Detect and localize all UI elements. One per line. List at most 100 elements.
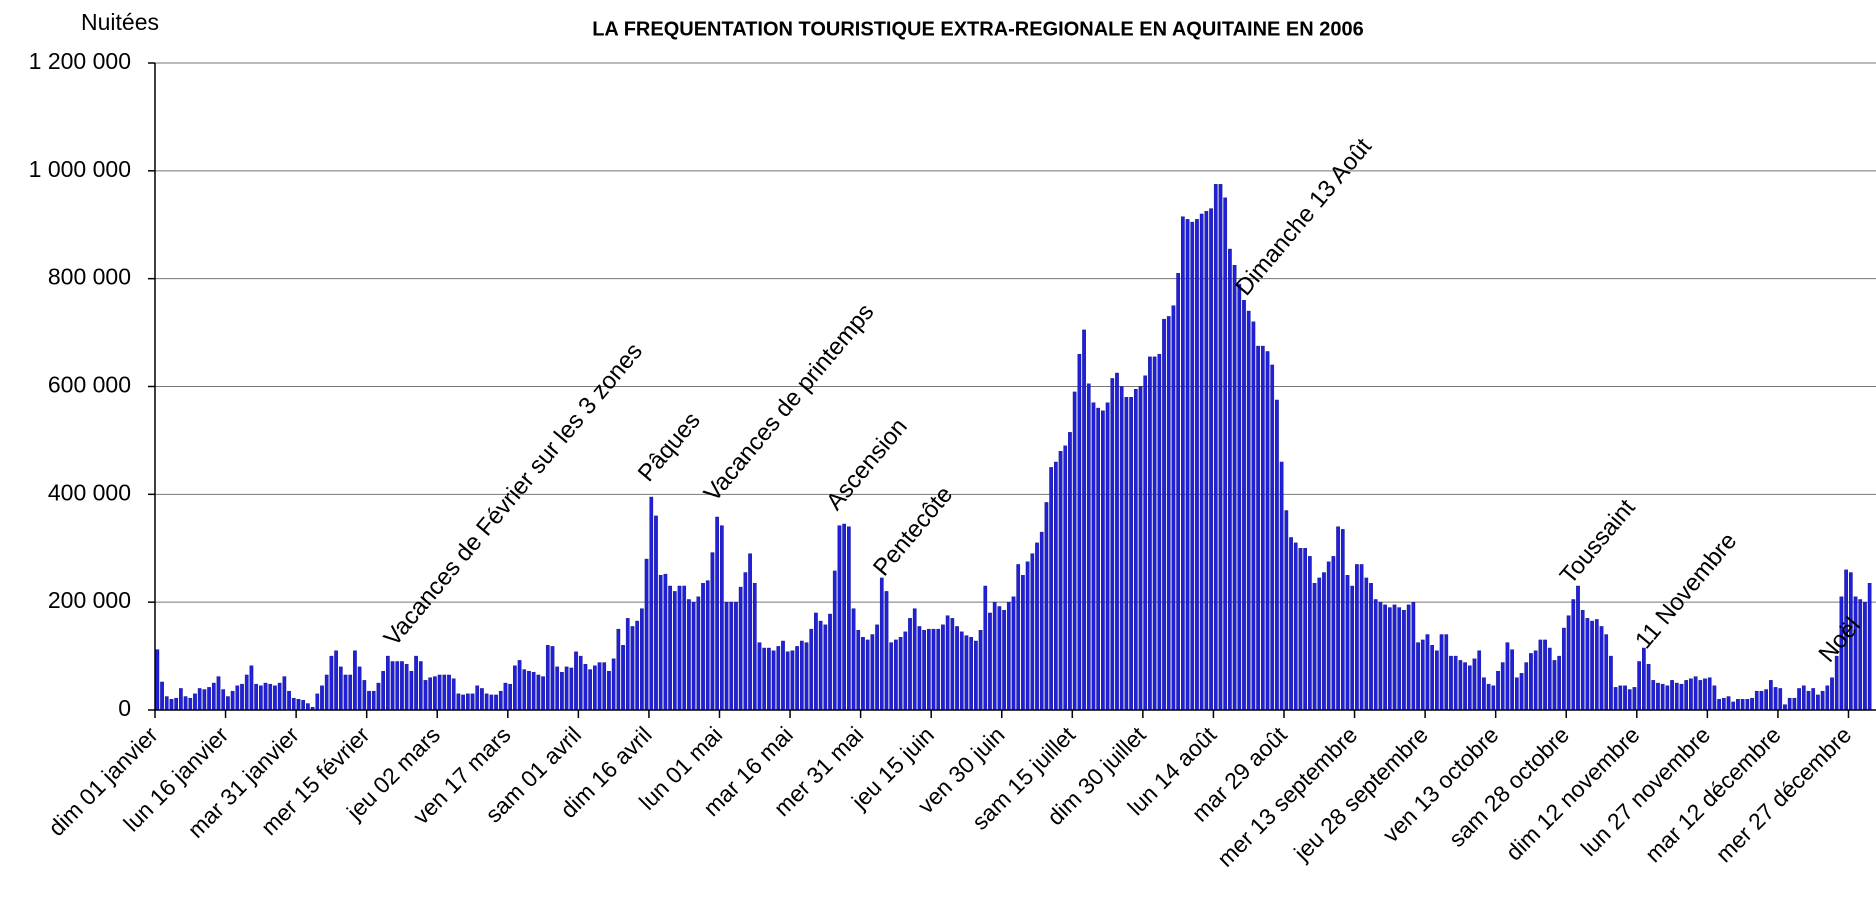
bar (1350, 585, 1355, 711)
bar (1477, 650, 1482, 711)
bar (1378, 601, 1383, 711)
bar (1265, 351, 1270, 711)
bar (277, 682, 282, 711)
bar (997, 606, 1002, 711)
bar (903, 631, 908, 711)
y-axis-label: Nuitées (81, 9, 159, 35)
bar (1726, 696, 1731, 711)
bar (306, 703, 310, 711)
bar (564, 666, 569, 711)
bar (1787, 697, 1792, 711)
bar (1590, 620, 1594, 711)
bar (926, 628, 931, 711)
bar (950, 618, 955, 711)
bar (301, 700, 306, 711)
bar (254, 683, 258, 711)
bar (414, 655, 418, 711)
bar (1486, 683, 1491, 711)
bar (1529, 653, 1533, 711)
bar (1863, 601, 1867, 711)
bar (1199, 213, 1204, 711)
bar (475, 685, 480, 711)
bar (1792, 697, 1797, 711)
bar (1820, 690, 1825, 711)
y-tick-label: 1 000 000 (29, 156, 131, 182)
bar (1176, 273, 1180, 711)
bar (1684, 680, 1689, 711)
bar (1759, 690, 1764, 711)
bar (1858, 599, 1863, 711)
bar (494, 694, 498, 711)
bar (409, 670, 414, 711)
bar (498, 690, 503, 711)
bar (1543, 639, 1547, 711)
bar (1166, 316, 1171, 711)
bar (456, 693, 461, 711)
bar (1439, 634, 1444, 711)
bar (1703, 678, 1707, 711)
bar (353, 650, 357, 711)
bar (1209, 208, 1213, 711)
bar (1656, 682, 1660, 711)
bar (1425, 634, 1430, 711)
bar (879, 577, 884, 711)
bar (654, 515, 658, 711)
bar (296, 699, 301, 711)
bar (1355, 564, 1359, 711)
bar (348, 674, 353, 711)
bar (969, 637, 974, 711)
bar (1467, 665, 1472, 711)
bar (1712, 685, 1717, 711)
bar (1458, 660, 1463, 711)
bar (814, 612, 818, 711)
bar (1707, 677, 1712, 711)
bar (1604, 634, 1609, 711)
bar (1745, 699, 1750, 711)
bar (588, 669, 592, 711)
bar (1651, 680, 1656, 711)
bar (1383, 604, 1387, 711)
bar (221, 689, 226, 711)
bar (1406, 604, 1411, 711)
bar (578, 655, 583, 711)
bar (324, 674, 329, 711)
bar (1698, 680, 1703, 711)
bar (1420, 639, 1425, 711)
bar (1825, 685, 1830, 711)
bar (715, 516, 719, 711)
bar (922, 630, 926, 711)
bar (395, 661, 400, 711)
bar (179, 688, 183, 711)
bar (367, 690, 371, 711)
bar (955, 626, 959, 711)
bar (1232, 264, 1237, 711)
bar (1063, 445, 1068, 711)
bar (837, 525, 842, 711)
bar (672, 591, 677, 711)
bar (1816, 694, 1820, 711)
bar (211, 682, 216, 711)
bar (724, 601, 729, 711)
bar (522, 669, 527, 711)
bar (480, 688, 484, 711)
bar (625, 618, 630, 711)
bar (974, 640, 978, 711)
bar (513, 665, 517, 711)
bar (376, 682, 381, 711)
annotation: 11 Novembre (1630, 528, 1742, 654)
bar (1519, 673, 1524, 711)
bar (583, 663, 588, 711)
annotation: Pâques (633, 407, 706, 487)
bar (451, 678, 456, 711)
bar (1053, 461, 1058, 711)
bar (282, 676, 287, 711)
bar (1397, 607, 1402, 711)
bar (404, 663, 409, 711)
bar (164, 696, 169, 711)
bar (978, 630, 983, 711)
bar (1557, 655, 1562, 711)
bar (1637, 661, 1641, 711)
bar (1472, 658, 1477, 711)
bar (1068, 432, 1072, 711)
